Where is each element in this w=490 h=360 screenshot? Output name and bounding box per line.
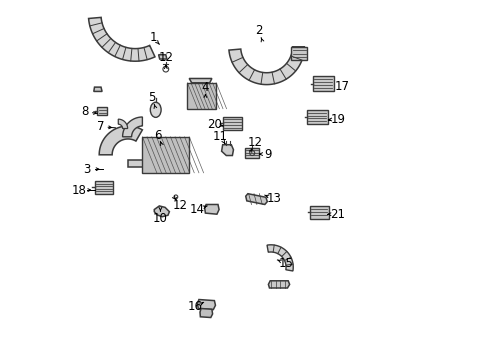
Polygon shape (89, 17, 155, 61)
Text: 20: 20 (207, 118, 222, 131)
Ellipse shape (150, 102, 161, 117)
Bar (143, 137, 189, 173)
Polygon shape (118, 119, 127, 129)
Text: 10: 10 (153, 212, 168, 225)
Text: 3: 3 (83, 163, 90, 176)
Bar (307, 110, 328, 124)
Polygon shape (269, 281, 290, 288)
Text: 17: 17 (335, 80, 350, 93)
Polygon shape (128, 160, 149, 167)
Bar (222, 117, 243, 130)
Text: 9: 9 (264, 148, 272, 161)
Polygon shape (229, 47, 304, 85)
Bar (291, 47, 307, 60)
Bar (187, 83, 216, 109)
Text: 12: 12 (247, 136, 263, 149)
Text: 11: 11 (213, 130, 228, 143)
Text: 1: 1 (149, 31, 157, 44)
Polygon shape (99, 126, 143, 155)
Polygon shape (205, 204, 219, 214)
Text: 13: 13 (267, 192, 282, 205)
Text: 2: 2 (255, 24, 263, 37)
Bar (310, 206, 328, 219)
Text: 18: 18 (71, 184, 86, 197)
Text: 4: 4 (202, 81, 209, 94)
Text: 8: 8 (81, 105, 89, 118)
Text: 5: 5 (148, 91, 156, 104)
Bar (245, 148, 259, 158)
Text: 19: 19 (330, 113, 345, 126)
Text: 14: 14 (190, 203, 205, 216)
Bar (95, 181, 113, 194)
Polygon shape (122, 117, 143, 137)
Bar (98, 107, 107, 115)
Polygon shape (245, 194, 268, 204)
Polygon shape (159, 55, 167, 59)
Polygon shape (267, 245, 293, 271)
Polygon shape (200, 309, 213, 318)
Bar (313, 76, 334, 91)
Text: 6: 6 (154, 129, 162, 142)
Text: 21: 21 (330, 208, 344, 221)
Text: 16: 16 (188, 300, 203, 313)
Polygon shape (94, 87, 102, 91)
Text: 7: 7 (97, 120, 104, 133)
Polygon shape (154, 206, 170, 217)
Polygon shape (221, 145, 233, 156)
Text: 12: 12 (172, 199, 188, 212)
Text: 15: 15 (279, 257, 294, 270)
Polygon shape (197, 300, 216, 310)
Text: 12: 12 (158, 51, 173, 64)
Polygon shape (189, 78, 212, 83)
